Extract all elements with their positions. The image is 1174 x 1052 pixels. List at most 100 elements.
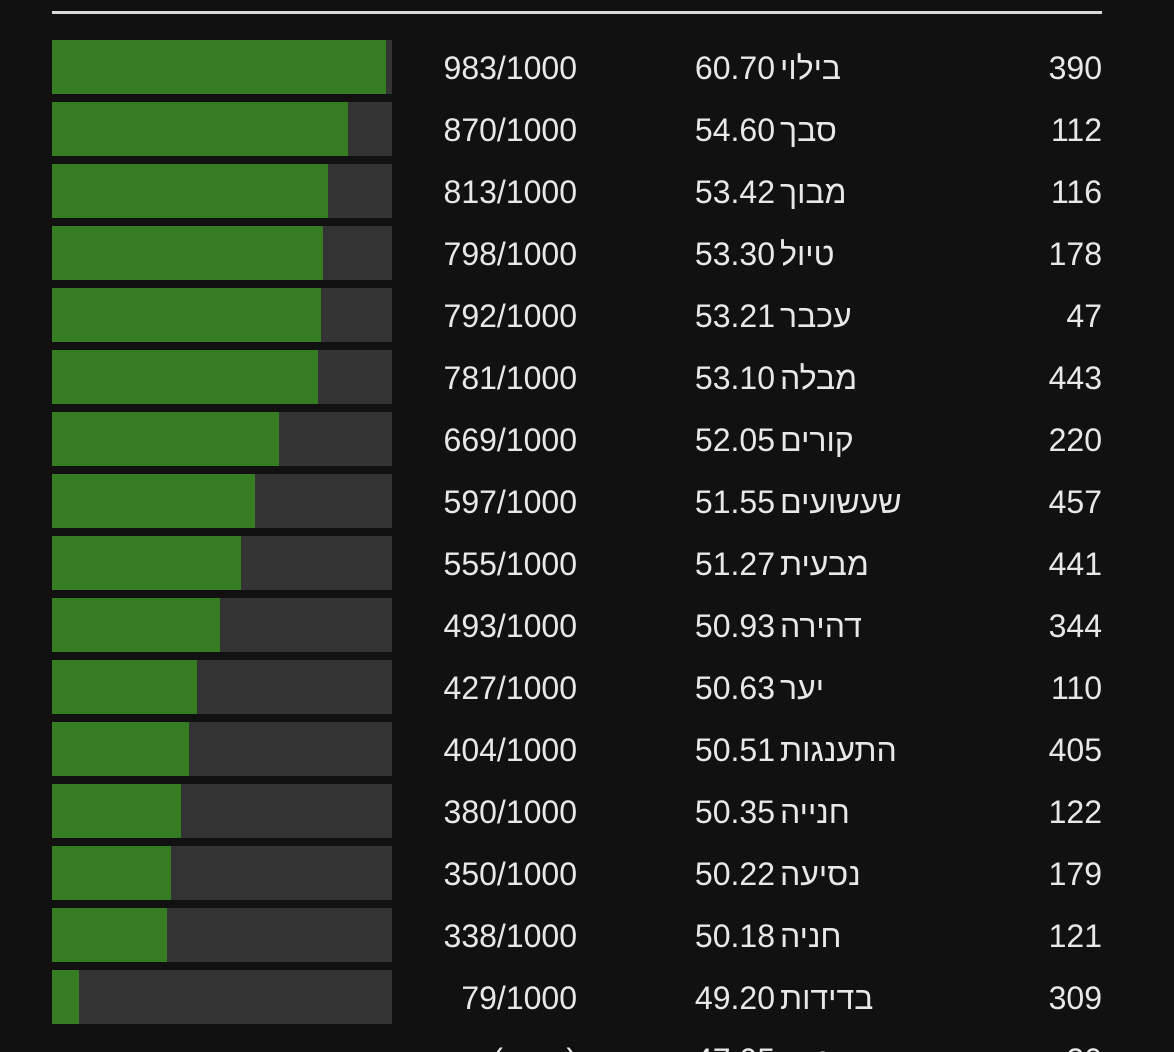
result-row: 427/1000 50.63 יער 110: [0, 660, 1174, 722]
score-text: 781/1000: [443, 360, 577, 396]
score-bar-track: [52, 412, 392, 466]
score-text: 79/1000: [461, 980, 577, 1016]
similarity-value: 50.93: [694, 608, 775, 644]
result-row: 870/1000 54.60 סבך 112: [0, 102, 1174, 164]
result-row: 350/1000 50.22 נסיעה 179: [0, 846, 1174, 908]
score-text: 597/1000: [443, 484, 577, 520]
score-bar-track: [52, 598, 392, 652]
score-bar-fill: [52, 164, 329, 218]
guess-word: מבעית: [780, 546, 869, 582]
guess-number: 390: [1048, 50, 1102, 86]
score-bar-fill: [52, 226, 324, 280]
similarity-value: 50.63: [694, 670, 775, 706]
score-text: 798/1000: [443, 236, 577, 272]
score-bar-fill: [52, 412, 280, 466]
result-row: 338/1000 50.18 חניה 121: [0, 908, 1174, 970]
similarity-value: 47.05: [600, 1032, 775, 1052]
score-bar-fill: [52, 846, 171, 900]
score-bar-fill: [52, 350, 318, 404]
similarity-value: 50.22: [694, 856, 775, 892]
score-text: 813/1000: [443, 174, 577, 210]
guess-number: 179: [1048, 856, 1102, 892]
score-text: 404/1000: [443, 732, 577, 768]
score-bar-fill: [52, 536, 241, 590]
similarity-value: 54.60: [694, 112, 775, 148]
guess-number: 116: [1050, 174, 1102, 210]
guess-number: 344: [1048, 608, 1102, 644]
guess-word: מבוך: [780, 174, 847, 210]
guess-number: 443: [1048, 360, 1102, 396]
score-text: 427/1000: [443, 670, 577, 706]
score-text: 870/1000: [443, 112, 577, 148]
guess-number: 110: [1050, 670, 1102, 706]
score-bar-track: [52, 784, 392, 838]
guess-number: 220: [1048, 422, 1102, 458]
result-row: 597/1000 51.55 שעשועים 457: [0, 474, 1174, 536]
score-bar-fill: [52, 598, 220, 652]
result-row: 404/1000 50.51 התענגות 405: [0, 722, 1174, 784]
similarity-value: 60.70: [694, 50, 775, 86]
score-text: (קרוב): [400, 1032, 577, 1052]
similarity-value: 49.20: [694, 980, 775, 1016]
score-bar-fill: [52, 40, 387, 94]
top-divider: [52, 11, 1102, 14]
guess-number: 121: [1048, 918, 1102, 954]
guess-word: עכבר: [780, 298, 852, 334]
score-bar-fill: [52, 288, 322, 342]
guess-word: התענגות: [780, 732, 897, 768]
guess-number: 441: [1048, 546, 1102, 582]
similarity-value: 50.51: [694, 732, 775, 768]
similarity-value: 50.18: [694, 918, 775, 954]
result-row: (קרוב) 47.05 רמות 20: [0, 1032, 1174, 1052]
score-bar-track: [52, 846, 392, 900]
guess-word: קורים: [780, 422, 854, 458]
similarity-value: 50.35: [694, 794, 775, 830]
similarity-value: 53.10: [694, 360, 775, 396]
score-bar-track: [52, 474, 392, 528]
guess-word: דהירה: [780, 608, 862, 644]
score-bar-track: [52, 102, 392, 156]
result-row: 493/1000 50.93 דהירה 344: [0, 598, 1174, 660]
guess-number: 405: [1048, 732, 1102, 768]
result-row: 380/1000 50.35 חנייה 122: [0, 784, 1174, 846]
guess-number: 112: [1050, 112, 1102, 148]
guess-word: בדידות: [780, 980, 874, 1016]
guess-number: 457: [1048, 484, 1102, 520]
similarity-value: 53.30: [694, 236, 775, 272]
similarity-value: 51.27: [694, 546, 775, 582]
score-bar-fill: [52, 660, 198, 714]
score-text: 555/1000: [443, 546, 577, 582]
guess-number: 309: [1048, 980, 1102, 1016]
result-row: 555/1000 51.27 מבעית 441: [0, 536, 1174, 598]
score-bar-fill: [52, 102, 348, 156]
guess-word: בילוי: [780, 50, 842, 86]
result-row: 669/1000 52.05 קורים 220: [0, 412, 1174, 474]
score-bar-fill: [52, 784, 182, 838]
score-bar-track: [52, 350, 392, 404]
score-bar-track: [52, 40, 392, 94]
result-row: 792/1000 53.21 עכבר 47: [0, 288, 1174, 350]
guess-word: טיול: [780, 236, 835, 272]
guess-word: חניה: [780, 918, 842, 954]
result-row: 781/1000 53.10 מבלה 443: [0, 350, 1174, 412]
guess-number: 47: [1066, 298, 1102, 334]
score-bar-fill: [52, 908, 167, 962]
score-bar-track: [52, 226, 392, 280]
guess-number: 20: [980, 1032, 1102, 1052]
results-list: 983/1000 60.70 בילוי 390 870/1000 54.60 …: [0, 40, 1174, 1052]
similarity-value: 53.21: [694, 298, 775, 334]
guess-number: 122: [1048, 794, 1102, 830]
result-row: 983/1000 60.70 בילוי 390: [0, 40, 1174, 102]
score-text: 380/1000: [443, 794, 577, 830]
score-text: 338/1000: [443, 918, 577, 954]
score-bar-track: [52, 164, 392, 218]
similarity-value: 51.55: [694, 484, 775, 520]
similarity-value: 53.42: [694, 174, 775, 210]
guess-word: נסיעה: [780, 856, 861, 892]
score-text: 983/1000: [443, 50, 577, 86]
guess-word: חנייה: [780, 794, 850, 830]
score-bar-fill: [52, 474, 255, 528]
score-bar-track: [52, 970, 392, 1024]
score-text: 493/1000: [443, 608, 577, 644]
